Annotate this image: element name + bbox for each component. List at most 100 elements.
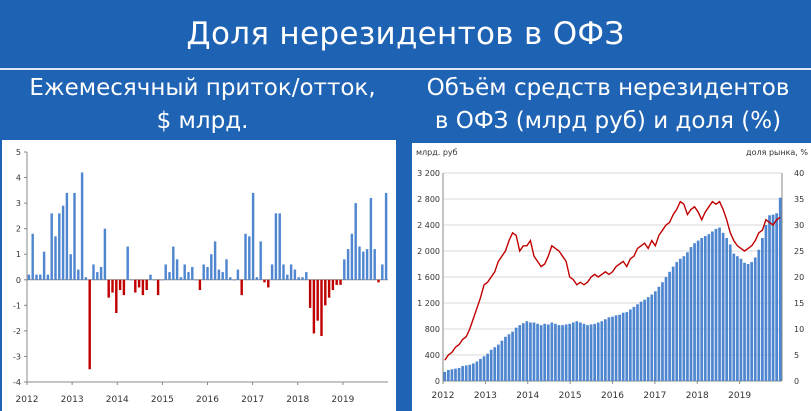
holdings-bar bbox=[700, 238, 704, 381]
flow-bar bbox=[183, 264, 186, 280]
flow-bar bbox=[320, 279, 323, 336]
holdings-bar bbox=[468, 364, 472, 381]
holdings-bar bbox=[554, 323, 557, 381]
left-caption-line-1: Ежемесячный приток/отток, bbox=[29, 75, 376, 101]
y-tick-label: 5 bbox=[16, 148, 21, 157]
flow-bar bbox=[122, 279, 126, 296]
x-tick-label: 2012 bbox=[432, 391, 455, 401]
x-tick-label: 2012 bbox=[16, 395, 39, 405]
right-chart-caption: Объём средств нерезидентов в ОФЗ (млрд р… bbox=[405, 72, 811, 138]
flow-bar bbox=[194, 279, 198, 281]
holdings-bar bbox=[500, 340, 504, 381]
holdings-bar bbox=[475, 361, 479, 381]
flow-bar bbox=[50, 213, 53, 280]
flow-bar bbox=[187, 272, 190, 280]
holdings-bar bbox=[718, 227, 721, 381]
flow-bar bbox=[270, 264, 274, 280]
holdings-bar bbox=[668, 271, 671, 381]
x-tick-label: 2017 bbox=[241, 395, 264, 405]
holdings-bar bbox=[511, 331, 514, 381]
holdings-bar bbox=[514, 327, 518, 381]
holdings-bar bbox=[550, 322, 554, 381]
holdings-bar bbox=[482, 356, 486, 381]
x-tick-label: 2014 bbox=[106, 395, 129, 405]
flow-bar bbox=[156, 279, 160, 296]
flow-bar bbox=[69, 254, 72, 280]
holdings-bar bbox=[457, 368, 461, 381]
holdings-bar bbox=[757, 249, 761, 381]
flow-bar bbox=[31, 233, 34, 280]
flow-bar bbox=[362, 251, 365, 280]
holdings-bar bbox=[725, 238, 729, 381]
holdings-bar bbox=[675, 262, 679, 381]
holdings-bar bbox=[496, 344, 500, 381]
x-tick-label: 2016 bbox=[196, 395, 219, 405]
holdings-bar bbox=[571, 322, 575, 381]
holdings-bar bbox=[564, 324, 568, 381]
flow-bar bbox=[354, 203, 357, 280]
holdings-bar bbox=[611, 316, 614, 381]
right-caption-line-1: Объём средств нерезидентов bbox=[426, 75, 790, 101]
y2-tick-label: 35 bbox=[794, 195, 804, 204]
holdings-bar bbox=[753, 257, 757, 381]
flow-bar bbox=[198, 279, 202, 290]
flow-bar bbox=[324, 279, 327, 306]
left-chart-caption: Ежемесячный приток/отток, $ млрд. bbox=[0, 72, 405, 138]
holdings-bar bbox=[689, 247, 693, 381]
flow-bar bbox=[206, 267, 209, 280]
y-tick-label: 3 bbox=[16, 199, 21, 208]
flow-bar bbox=[118, 279, 122, 290]
holdings-bar bbox=[761, 238, 764, 381]
y2-tick-label: 0 bbox=[794, 377, 799, 386]
holdings-bar bbox=[646, 297, 650, 381]
flow-bar bbox=[141, 279, 145, 296]
flow-bar bbox=[381, 264, 384, 280]
flows-chart: -4 -3 -2 -1 0 1 2 3 4 5 2012 2013 2014 2015 2016 2017 20… bbox=[13, 148, 388, 405]
flow-bar bbox=[153, 279, 156, 281]
flow-bar bbox=[255, 277, 259, 280]
holdings-bar bbox=[543, 323, 547, 381]
flow-bar bbox=[88, 279, 91, 370]
y-tick-label: 400 bbox=[425, 351, 440, 360]
holdings-bar bbox=[518, 325, 522, 381]
flow-bar bbox=[221, 272, 224, 280]
title-divider bbox=[0, 68, 811, 70]
right-caption-line-2: в ОФЗ (млрд руб) и доля (%) bbox=[434, 108, 782, 134]
y2-tick-label: 20 bbox=[794, 273, 804, 282]
flow-bar bbox=[365, 249, 369, 280]
y-tick-label: 0 bbox=[16, 276, 21, 285]
y2-tick-label: 10 bbox=[794, 325, 804, 334]
y2-tick-label: 15 bbox=[794, 299, 804, 308]
flow-bar bbox=[191, 267, 194, 280]
flow-bar bbox=[35, 274, 38, 280]
holdings-bar bbox=[507, 334, 511, 381]
flow-bar bbox=[373, 249, 376, 280]
y-tick-label: 2 000 bbox=[417, 247, 440, 256]
holdings-bar bbox=[536, 323, 539, 381]
flow-bar bbox=[160, 279, 164, 281]
y-tick-label: 1 600 bbox=[417, 273, 440, 282]
y-tick-label: 1 bbox=[16, 250, 21, 259]
holdings-bar bbox=[614, 315, 618, 381]
holdings-bar bbox=[557, 325, 561, 381]
holdings-bar bbox=[529, 322, 532, 381]
x-tick-label: 2016 bbox=[601, 391, 624, 401]
flow-bar bbox=[384, 192, 388, 280]
holdings-bar bbox=[657, 286, 661, 381]
holdings-bar bbox=[682, 256, 686, 381]
flow-bar bbox=[251, 192, 255, 280]
flow-bar bbox=[289, 264, 293, 280]
flow-bar bbox=[99, 267, 103, 280]
y-axis-title: млрд. руб bbox=[416, 148, 458, 157]
y-tick-label: 2 800 bbox=[417, 195, 440, 204]
holdings-bar bbox=[443, 371, 447, 381]
holdings-bar bbox=[632, 306, 636, 381]
flow-bar bbox=[274, 213, 278, 280]
flow-bar bbox=[335, 279, 338, 285]
holdings-bar bbox=[707, 234, 711, 381]
flow-bar bbox=[58, 213, 61, 280]
holdings-bar bbox=[586, 325, 589, 381]
holdings-bar bbox=[521, 323, 525, 381]
flow-bar bbox=[137, 279, 141, 288]
flow-bar bbox=[225, 259, 228, 280]
